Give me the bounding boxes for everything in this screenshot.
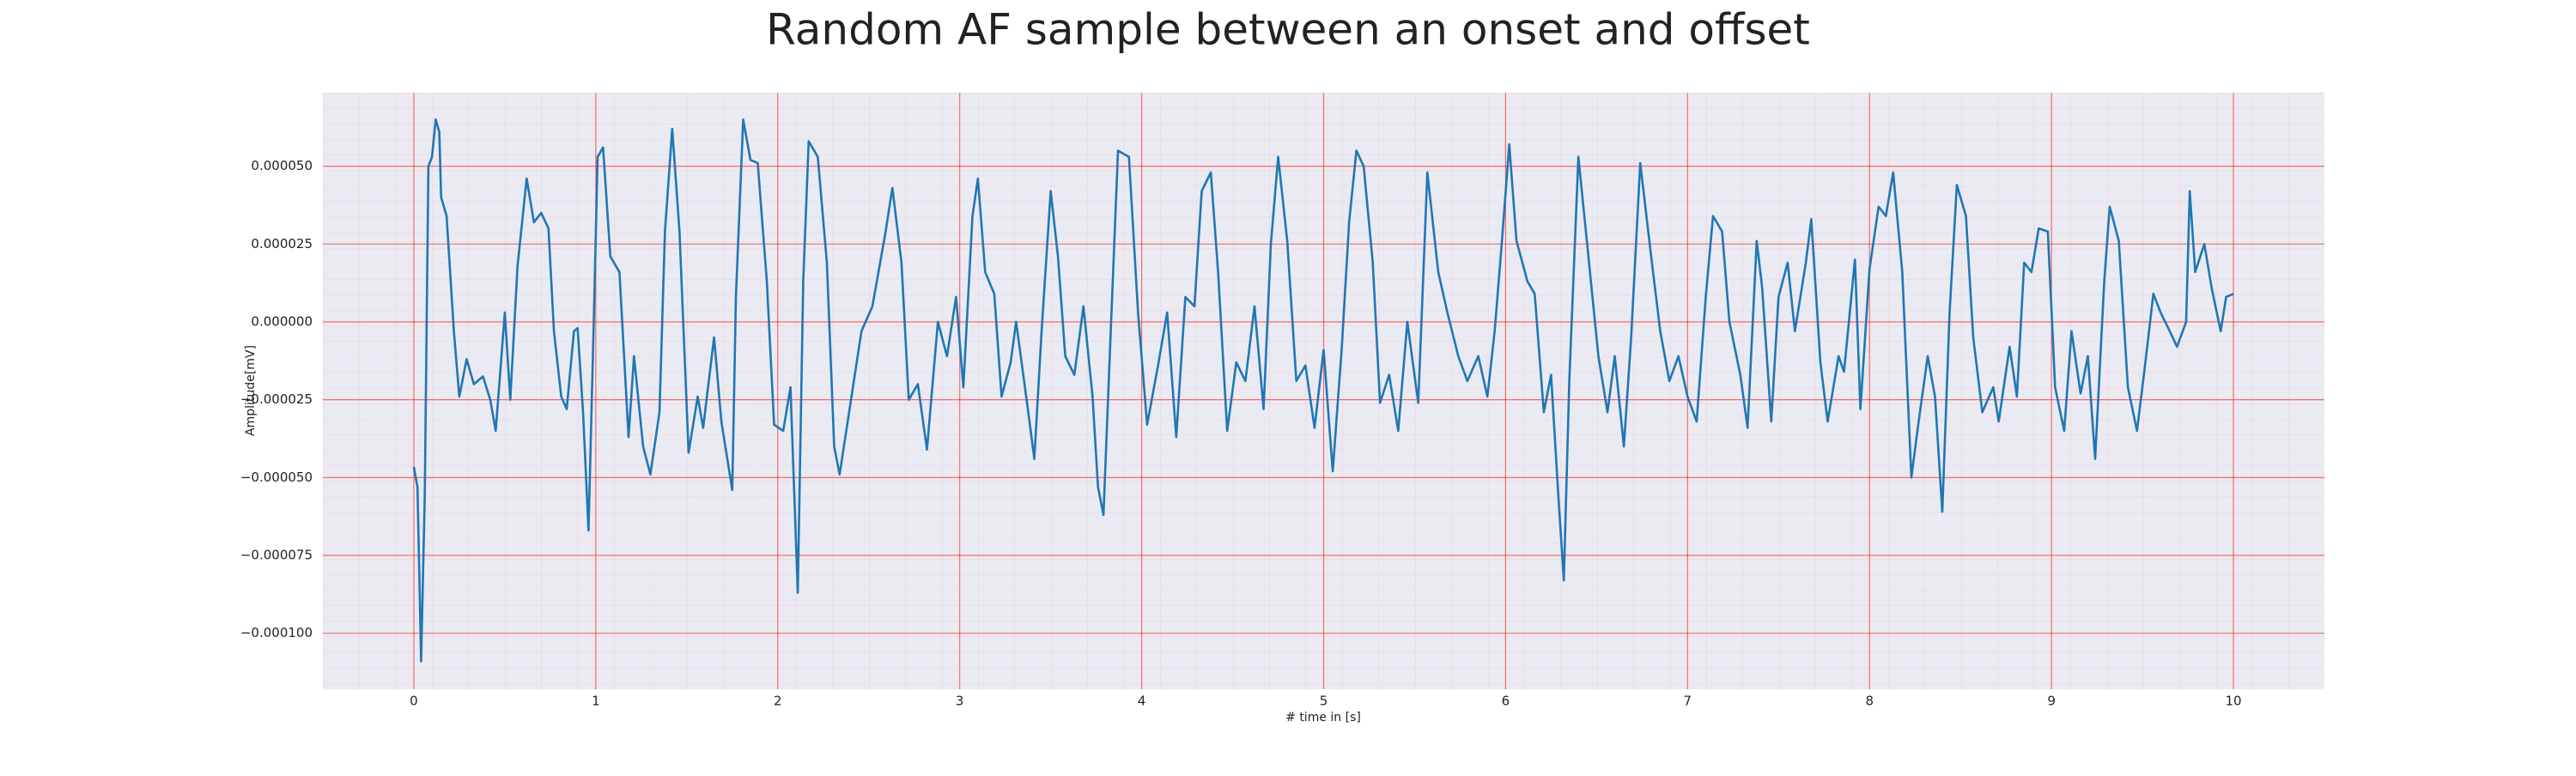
x-tick-label: 8 <box>1865 694 1874 709</box>
x-tick-label: 6 <box>1502 694 1510 709</box>
x-tick-label: 7 <box>1684 694 1692 709</box>
x-tick-label: 5 <box>1320 694 1328 709</box>
y-tick-label: −0.000025 <box>240 391 313 407</box>
y-tick-label: −0.000050 <box>240 470 313 485</box>
x-tick-label: 1 <box>592 694 600 709</box>
x-axis-label: # time in [s] <box>1285 711 1361 724</box>
y-tick-label: 0.000025 <box>251 236 313 252</box>
x-tick-label: 3 <box>956 694 964 709</box>
chart-title: Random AF sample between an onset and of… <box>766 5 1810 55</box>
x-tick-label: 0 <box>410 694 418 709</box>
signal-line <box>412 118 2234 663</box>
x-tick-label: 2 <box>774 694 782 709</box>
x-tick-label: 10 <box>2225 694 2241 709</box>
y-tick-label: 0.000000 <box>251 313 313 329</box>
x-tick-label: 4 <box>1138 694 1146 709</box>
y-axis-label: Amplitude[mV] <box>244 345 258 436</box>
y-tick-label: −0.000075 <box>240 548 313 563</box>
y-tick-label: 0.000050 <box>251 158 313 173</box>
y-tick-label: −0.000100 <box>240 625 313 640</box>
x-tick-label: 9 <box>2047 694 2056 709</box>
